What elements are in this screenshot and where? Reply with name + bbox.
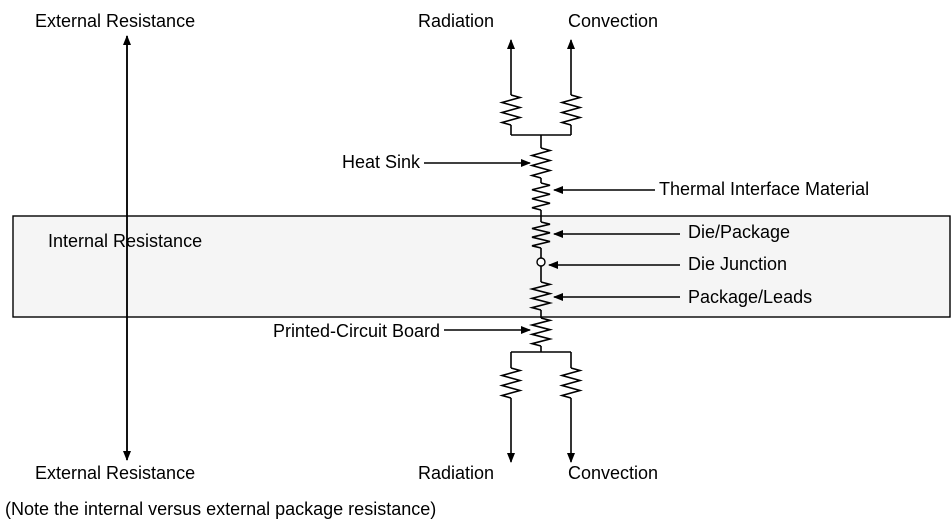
note: (Note the internal versus external packa…: [5, 499, 436, 519]
resistor: [531, 182, 551, 211]
label: Convection: [568, 463, 658, 483]
resistor: [559, 367, 583, 399]
internal-box: [12, 215, 951, 318]
label: Heat Sink: [342, 152, 421, 172]
resistor: [528, 317, 554, 347]
label: Thermal Interface Material: [659, 179, 869, 199]
resistor: [499, 94, 523, 126]
resistor: [529, 147, 553, 179]
label: Convection: [568, 11, 658, 31]
label: Package/Leads: [688, 287, 812, 307]
label: Die/Package: [688, 222, 790, 242]
label: External Resistance: [35, 463, 195, 483]
resistor: [559, 94, 583, 126]
label: Internal Resistance: [48, 231, 202, 251]
resistor: [531, 221, 551, 249]
label: External Resistance: [35, 11, 195, 31]
label: Die Junction: [688, 254, 787, 274]
circuit: [424, 39, 680, 463]
label: Printed-Circuit Board: [273, 321, 440, 341]
resistor: [499, 367, 523, 399]
label: Radiation: [418, 463, 494, 483]
resistor: [528, 281, 554, 311]
label: Radiation: [418, 11, 494, 31]
junction: [536, 257, 546, 267]
